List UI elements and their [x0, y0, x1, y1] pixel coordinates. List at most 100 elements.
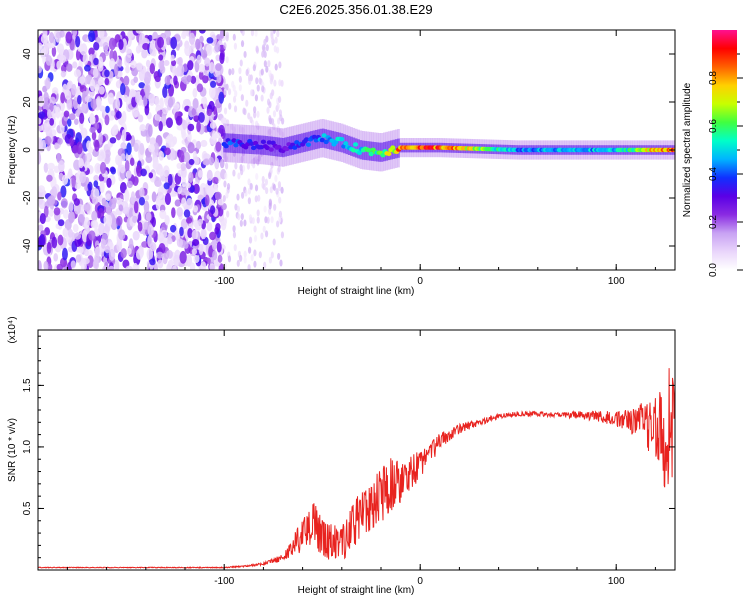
spectrogram-cell — [265, 187, 269, 195]
spectrogram-cell — [93, 57, 99, 66]
spectrogram-cell — [38, 117, 42, 125]
spectrogram-cell — [165, 117, 173, 128]
spectrogram-cell — [124, 160, 130, 173]
spectrogram-cell — [147, 234, 153, 248]
spectrogram-cell — [43, 260, 49, 270]
spectrogram-cell — [187, 132, 192, 142]
spectrogram-cell — [273, 45, 277, 53]
spectrogram-cell — [44, 135, 52, 145]
spectrogram-cell — [47, 263, 53, 270]
spectrogram-cell — [184, 44, 192, 57]
spectrogram-cell — [158, 150, 165, 161]
spectrogram-cell — [249, 141, 255, 146]
spectrogram-cell — [120, 248, 127, 259]
spectrogram-cell — [240, 40, 245, 48]
spectrogram-cell — [38, 224, 44, 232]
spectrogram-cell — [350, 136, 353, 156]
spectrogram-cell — [99, 161, 107, 174]
spectrogram-cell — [106, 177, 112, 188]
spectrogram-cell — [366, 148, 372, 153]
x-tick-label: 0 — [417, 576, 423, 587]
spectrogram-cell — [347, 135, 351, 155]
y-tick-label: 0 — [22, 147, 33, 153]
spectrogram-cell — [81, 103, 87, 113]
spectrogram-cell — [132, 176, 139, 187]
spectrogram-cell — [223, 216, 228, 224]
spectrogram-cell — [215, 54, 221, 62]
spectrogram-cell — [206, 108, 212, 117]
spectrogram-cell — [268, 256, 273, 264]
spectrogram-cell — [130, 90, 137, 98]
spectrogram-cell — [243, 50, 247, 58]
spectrogram-cell — [323, 139, 329, 145]
spectrogram-cell — [193, 183, 200, 194]
spectrogram-cell — [191, 239, 200, 246]
spectrogram-cell — [249, 116, 253, 124]
spectrogram-cell — [115, 98, 121, 111]
spectrogram-cell — [251, 145, 257, 151]
spectrogram-cell — [111, 197, 117, 205]
spectrogram-cell — [207, 186, 214, 198]
spectrogram-cell — [352, 142, 359, 147]
spectrogram-cell — [164, 192, 172, 205]
spectrogram-cell — [130, 60, 137, 69]
spectrogram-cell — [250, 30, 255, 37]
spectrogram-cell — [93, 122, 100, 130]
spectrogram-cell — [105, 205, 112, 215]
spectrogram-cell — [177, 56, 183, 66]
spectrogram-cell — [272, 238, 276, 246]
spectrogram-cell — [264, 178, 268, 186]
spectrogram-cell — [138, 68, 145, 82]
spectrogram-cell — [268, 147, 274, 152]
spectrogram-cell — [82, 257, 90, 265]
spectrogram-cell — [236, 193, 240, 201]
spectrogram-cell — [224, 155, 228, 163]
spectrogram-cell — [176, 238, 184, 248]
spectrogram-cell — [191, 229, 199, 240]
spectrogram-cell — [248, 214, 253, 222]
spectrogram-cell — [139, 142, 145, 156]
spectrogram-cell — [368, 151, 374, 157]
y-tick-label: 0.5 — [22, 501, 33, 515]
spectrogram-cell — [149, 42, 156, 56]
spectrogram-cell — [192, 97, 199, 110]
spectrogram-cell — [151, 191, 157, 203]
spectrogram-cell — [215, 63, 222, 72]
spectrogram-cell — [211, 176, 219, 184]
spectrogram-cell — [214, 157, 220, 170]
spectrogram-cell — [227, 88, 232, 96]
spectrogram-cell — [256, 216, 260, 224]
spectrogram-cell — [111, 125, 119, 136]
spectrogram-cell — [158, 54, 164, 61]
spectrogram-cell — [46, 241, 52, 254]
spectrogram-cell — [276, 102, 280, 110]
spectrogram-cell — [115, 197, 123, 205]
spectrogram-cell — [197, 169, 203, 178]
spectrogram-cell — [72, 61, 78, 69]
spectrogram-cell — [248, 236, 253, 244]
spectrogram-cell — [225, 56, 229, 64]
spectrogram-cell — [118, 204, 124, 211]
spectrogram-cell — [172, 265, 177, 270]
spectrogram-cell — [91, 210, 98, 222]
spectrogram-cell — [223, 42, 227, 50]
spectrogram-cell — [176, 162, 182, 170]
spectrogram-cell — [155, 197, 161, 210]
spectrogram-cell — [132, 262, 139, 270]
spectrogram-cell — [224, 172, 228, 180]
spectrogram-cell — [89, 114, 96, 125]
spectrogram-cell — [223, 143, 229, 149]
x-tick-label: -100 — [214, 576, 234, 587]
spectrogram-cell — [104, 149, 111, 158]
spectrogram-cell — [240, 94, 244, 102]
spectrogram-cell — [208, 61, 215, 74]
spectrogram-cell — [170, 224, 177, 233]
spectrogram-cell — [386, 151, 392, 157]
spectrogram-cell — [159, 209, 167, 220]
spectrogram-cell — [181, 131, 187, 140]
spectrogram-cell — [93, 180, 99, 188]
spectrogram-cell — [245, 99, 249, 107]
spectrogram-cell — [144, 85, 150, 99]
spectrogram-cell — [206, 257, 211, 265]
spectrogram-cell — [254, 94, 258, 102]
